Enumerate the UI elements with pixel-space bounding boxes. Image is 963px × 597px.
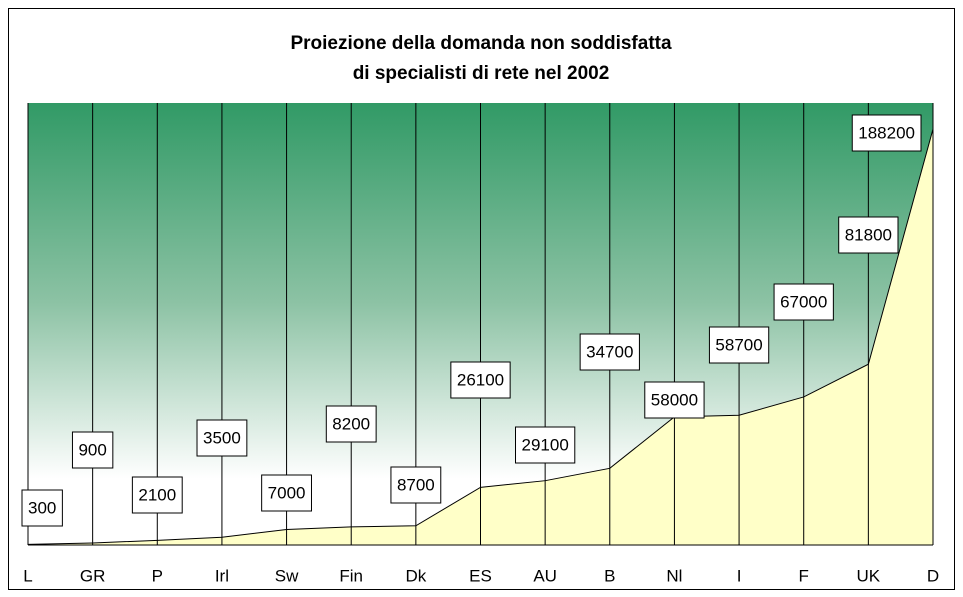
value-label: 900 [78,440,106,459]
value-label-box [71,431,114,469]
x-tick-label: GR [80,566,106,585]
chart-title: di specialisti di rete nel 2002 [353,63,610,84]
x-tick-label: B [604,566,615,585]
x-tick-label: L [23,566,32,585]
value-label: 8200 [332,414,370,433]
x-tick-label: ES [469,566,492,585]
value-label-box [21,489,63,527]
x-tick-label: UK [857,566,881,585]
value-label: 188200 [858,123,915,142]
value-label-box [644,381,705,419]
x-tick-label: Nl [666,566,682,585]
area-line [27,128,934,545]
x-tick-label: AU [533,566,557,585]
value-label-box [515,426,576,464]
value-label: 2100 [138,485,176,504]
value-label-box [579,333,640,371]
x-tick-label: P [152,566,163,585]
value-label: 58700 [715,335,762,354]
value-label-box [131,476,183,514]
value-label-box [390,466,442,504]
value-label-box [708,326,770,364]
value-label: 81800 [845,225,892,244]
value-label: 26100 [457,370,504,389]
value-label-box [450,361,511,399]
value-label-box [261,474,312,512]
x-tick-label: F [799,566,809,585]
value-label: 8700 [397,475,435,494]
x-tick-label: Fin [339,566,363,585]
value-label: 300 [28,498,56,517]
x-tick-label: I [737,566,742,585]
value-label: 3500 [203,428,241,447]
value-label-box [838,216,899,254]
value-label-box [851,114,922,152]
x-tick-label: Dk [405,566,426,585]
area-fill [28,129,933,545]
value-label-box [196,419,248,457]
chart-title: Proiezione della domanda non soddisfatta [290,33,672,54]
value-label: 34700 [586,342,633,361]
x-tick-label: D [927,566,939,585]
value-label: 58000 [651,390,698,409]
value-label: 67000 [780,292,827,311]
value-label-box [325,405,377,443]
value-label-box [773,283,834,321]
x-tick-label: Sw [275,566,299,585]
x-tick-label: Irl [215,566,229,585]
value-label: 7000 [268,483,306,502]
value-label: 29100 [522,435,569,454]
